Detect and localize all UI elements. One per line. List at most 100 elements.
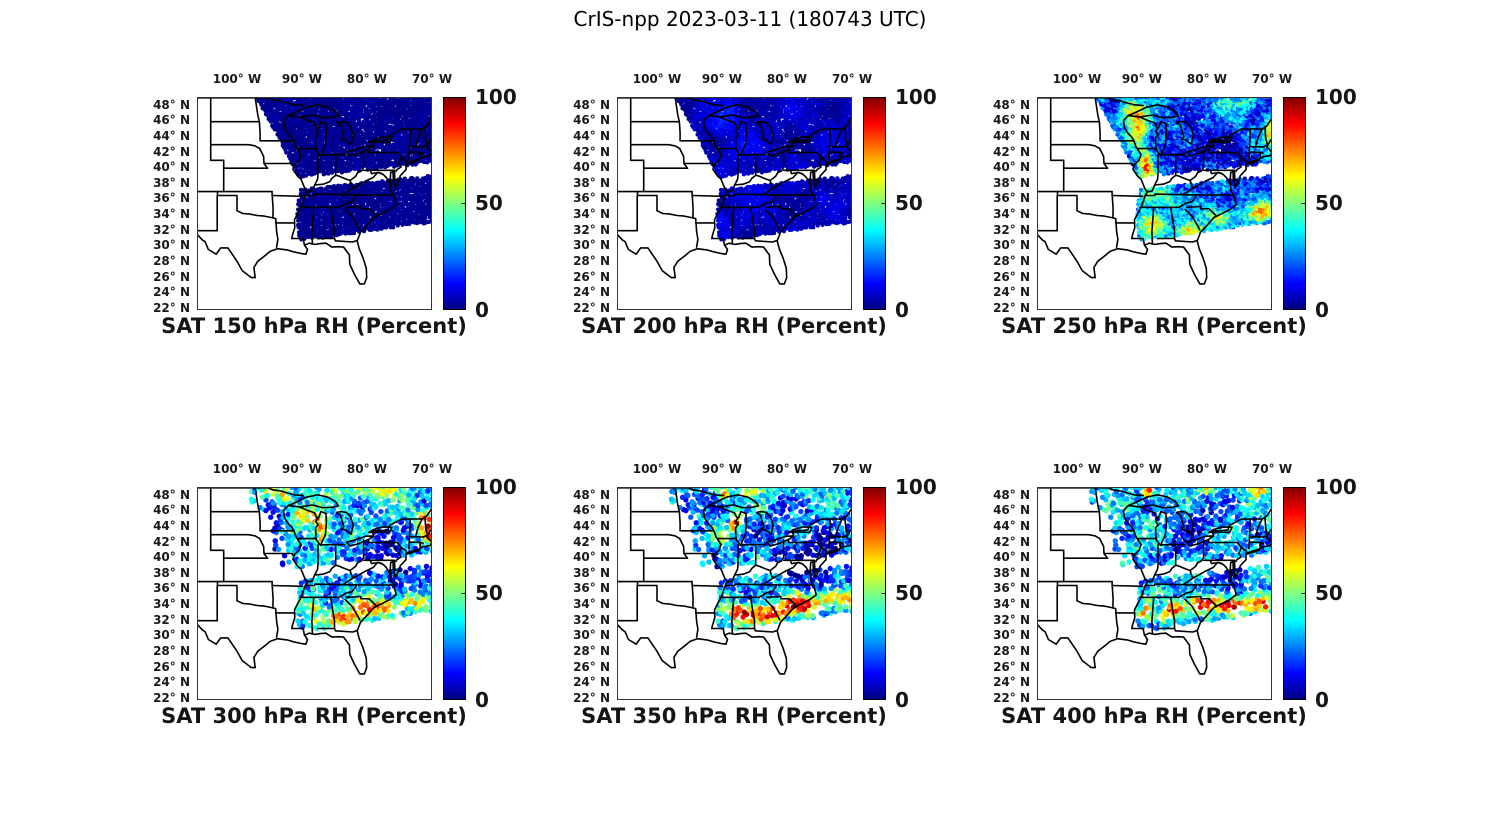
colorbar-tick-label: 50 bbox=[475, 581, 503, 605]
lon-axis-label: 100° W bbox=[1052, 72, 1102, 86]
lon-axis-label: 90° W bbox=[701, 72, 743, 86]
lon-axis-label: 100° W bbox=[632, 462, 682, 476]
lon-axis-label: 80° W bbox=[346, 72, 388, 86]
lat-axis-label: 46° N bbox=[573, 503, 610, 518]
lat-axis-label: 32° N bbox=[573, 222, 610, 237]
lat-axis-label: 34° N bbox=[993, 597, 1030, 612]
lat-axis-label: 32° N bbox=[993, 222, 1030, 237]
state-borders-map bbox=[197, 97, 432, 310]
panel-title: SAT 400 hPa RH (Percent) bbox=[1001, 704, 1307, 728]
lat-axis-label: 36° N bbox=[573, 191, 610, 206]
lat-axis-label: 40° N bbox=[153, 550, 190, 565]
colorbar-tick-label: 100 bbox=[475, 475, 517, 499]
panel-sat-200-hpa: 100° W 90° W 80° W 70° W 48° N 46° N 44° N 42° … bbox=[555, 63, 950, 353]
lon-axis-label: 80° W bbox=[346, 462, 388, 476]
lat-axis-label: 40° N bbox=[573, 160, 610, 175]
lat-axis-label: 38° N bbox=[573, 175, 610, 190]
lat-axis-label: 44° N bbox=[993, 128, 1030, 143]
colorbar-tick-label: 0 bbox=[1315, 688, 1329, 712]
lat-axis-label: 42° N bbox=[573, 534, 610, 549]
lat-axis-label: 48° N bbox=[993, 487, 1030, 502]
lon-axis-label: 90° W bbox=[281, 462, 323, 476]
lat-axis-label: 34° N bbox=[153, 207, 190, 222]
lon-axis-label: 100° W bbox=[632, 72, 682, 86]
lat-axis-label: 38° N bbox=[573, 565, 610, 580]
lat-axis-label: 28° N bbox=[573, 643, 610, 658]
colorbar bbox=[443, 97, 466, 310]
lat-axis-label: 28° N bbox=[573, 253, 610, 268]
lat-axis-label: 48° N bbox=[573, 97, 610, 112]
lon-axis-label: 70° W bbox=[1251, 72, 1293, 86]
panel-title: SAT 300 hPa RH (Percent) bbox=[161, 704, 467, 728]
panel-sat-250-hpa: 100° W 90° W 80° W 70° W 48° N 46° N 44° N 42° … bbox=[975, 63, 1370, 353]
lat-axis-label: 44° N bbox=[573, 128, 610, 143]
lat-axis-label: 22° N bbox=[153, 300, 190, 315]
lat-axis-label: 30° N bbox=[573, 238, 610, 253]
lat-axis-label: 42° N bbox=[153, 534, 190, 549]
lat-axis-label: 30° N bbox=[153, 628, 190, 643]
lat-axis-label: 26° N bbox=[573, 659, 610, 674]
lat-axis-label: 30° N bbox=[993, 628, 1030, 643]
panel-title: SAT 200 hPa RH (Percent) bbox=[581, 314, 887, 338]
colorbar-tick-label: 0 bbox=[895, 688, 909, 712]
lat-axis-label: 28° N bbox=[153, 253, 190, 268]
lat-axis-label: 24° N bbox=[573, 285, 610, 300]
lat-axis-label: 48° N bbox=[993, 97, 1030, 112]
lat-axis-label: 30° N bbox=[993, 238, 1030, 253]
lat-axis-label: 44° N bbox=[993, 518, 1030, 533]
lat-axis-label: 34° N bbox=[993, 207, 1030, 222]
colorbar bbox=[443, 487, 466, 700]
colorbar-tick-label: 100 bbox=[895, 85, 937, 109]
lat-axis-label: 26° N bbox=[993, 659, 1030, 674]
lat-axis-label: 24° N bbox=[153, 675, 190, 690]
lat-axis-label: 34° N bbox=[573, 597, 610, 612]
lat-axis-label: 30° N bbox=[573, 628, 610, 643]
rh-scatter-canvas bbox=[617, 97, 852, 310]
lat-axis-label: 26° N bbox=[993, 269, 1030, 284]
rh-scatter-canvas bbox=[197, 97, 432, 310]
lon-axis-label: 70° W bbox=[411, 72, 453, 86]
panel-sat-300-hpa: 100° W 90° W 80° W 70° W 48° N 46° N 44° N 42° … bbox=[135, 453, 530, 743]
lat-axis-label: 44° N bbox=[153, 518, 190, 533]
lon-axis-label: 80° W bbox=[1186, 462, 1228, 476]
colorbar-tick-label: 50 bbox=[1315, 581, 1343, 605]
colorbar-tick-label: 50 bbox=[475, 191, 503, 215]
state-borders-map bbox=[617, 97, 852, 310]
map-area bbox=[197, 487, 432, 700]
lon-axis-label: 70° W bbox=[411, 462, 453, 476]
colorbar-tick-label: 50 bbox=[1315, 191, 1343, 215]
lat-axis-label: 26° N bbox=[573, 269, 610, 284]
lon-axis-label: 100° W bbox=[212, 462, 262, 476]
lon-axis-label: 70° W bbox=[831, 462, 873, 476]
lat-axis-label: 32° N bbox=[153, 222, 190, 237]
lat-axis-label: 42° N bbox=[993, 534, 1030, 549]
lon-axis-label: 90° W bbox=[1121, 72, 1163, 86]
lon-axis-label: 90° W bbox=[701, 462, 743, 476]
lat-axis-label: 32° N bbox=[153, 612, 190, 627]
colorbar bbox=[863, 487, 886, 700]
lat-axis-label: 22° N bbox=[573, 690, 610, 705]
lat-axis-label: 38° N bbox=[153, 565, 190, 580]
lat-axis-label: 36° N bbox=[153, 581, 190, 596]
colorbar-tick-label: 100 bbox=[895, 475, 937, 499]
colorbar-tick-label: 0 bbox=[895, 298, 909, 322]
lon-axis-label: 90° W bbox=[1121, 462, 1163, 476]
panel-title: SAT 150 hPa RH (Percent) bbox=[161, 314, 467, 338]
state-borders-map bbox=[197, 487, 432, 700]
rh-scatter-canvas bbox=[617, 487, 852, 700]
rh-scatter-canvas bbox=[1037, 97, 1272, 310]
colorbar-tick-label: 100 bbox=[1315, 85, 1357, 109]
lon-axis-label: 80° W bbox=[766, 462, 808, 476]
colorbar bbox=[863, 97, 886, 310]
lat-axis-label: 48° N bbox=[573, 487, 610, 502]
colorbar-tick-label: 50 bbox=[895, 191, 923, 215]
colorbar bbox=[1283, 97, 1306, 310]
lat-axis-label: 26° N bbox=[153, 269, 190, 284]
lat-axis-label: 46° N bbox=[993, 113, 1030, 128]
figure-title: CrIS-npp 2023-03-11 (180743 UTC) bbox=[573, 7, 927, 31]
lat-axis-label: 28° N bbox=[993, 253, 1030, 268]
lat-axis-label: 46° N bbox=[153, 503, 190, 518]
colorbar-tick-label: 100 bbox=[1315, 475, 1357, 499]
colorbar-tick-label: 0 bbox=[475, 688, 489, 712]
